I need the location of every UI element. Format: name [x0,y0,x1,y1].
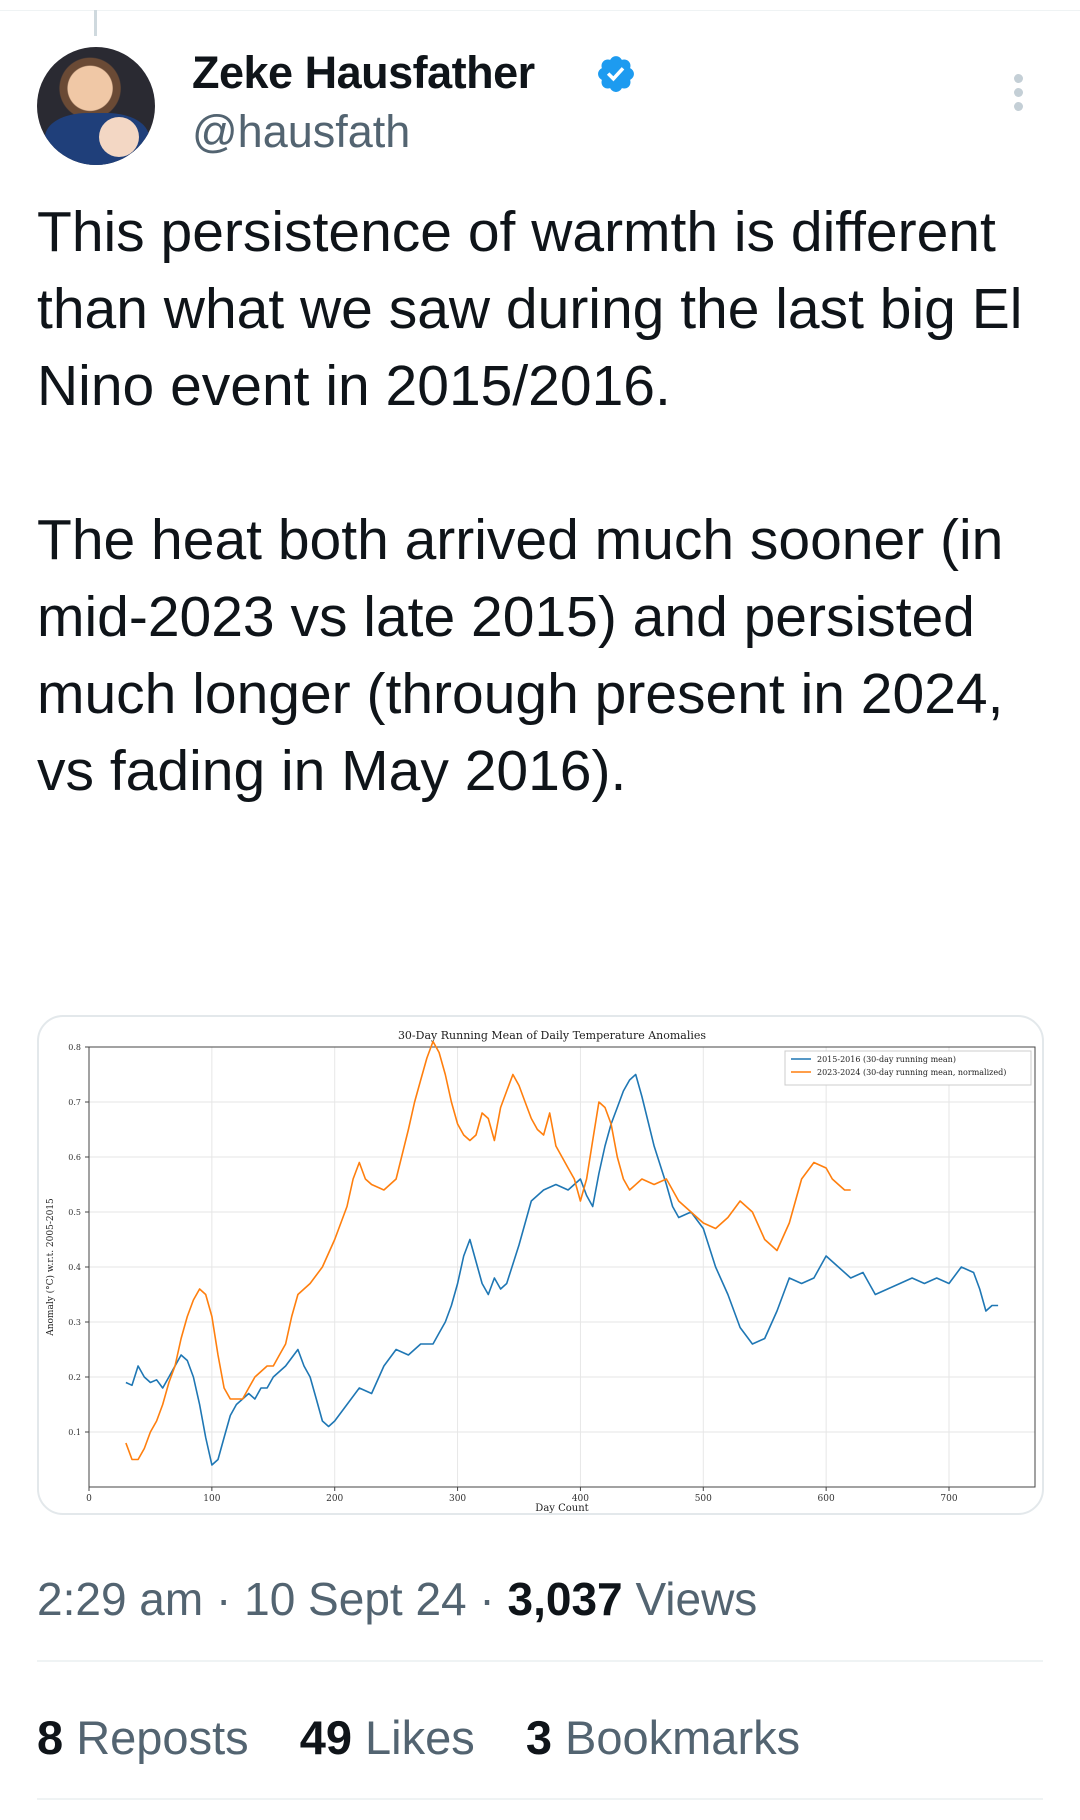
y-tick-label: 0.7 [68,1098,81,1107]
verified-badge-icon[interactable] [595,53,637,95]
chart-title: 30-Day Running Mean of Daily Temperature… [398,1029,706,1042]
likes-count: 49 [299,1711,352,1764]
tweet-paragraph: The heat both arrived much sooner (in mi… [37,508,1004,803]
bookmarks-stat[interactable]: 3 Bookmarks [526,1711,800,1764]
legend-box [784,1050,1032,1086]
legend-label: 2023-2024 (30-day running mean, normaliz… [817,1068,1006,1077]
temperature-anomaly-chart: 0 100 200 300 400 500 600 700 0.1 0.2 0.3 0.4 0.5 0.6… [45,1029,1036,1513]
x-tick-label: 600 [818,1494,835,1504]
views-count: 3,037 [507,1573,623,1625]
x-tick-label: 100 [203,1494,220,1504]
tweet-paragraph: This persistence of warmth is different … [37,200,1023,418]
tweet-time[interactable]: 2:29 am [37,1573,204,1625]
x-tick-label: 200 [326,1494,343,1504]
x-tick-label: 400 [572,1494,589,1504]
avatar-baby [99,117,139,157]
top-divider [0,10,1080,11]
author-name[interactable]: Zeke Hausfather [192,47,535,98]
likes-stat[interactable]: 49 Likes [300,1711,475,1764]
x-tick-label: 0 [86,1494,92,1504]
more-options-icon[interactable] [1012,74,1024,114]
legend-label: 2015-2016 (30-day running mean) [817,1055,956,1064]
stats-divider-top [37,1660,1043,1662]
avatar[interactable] [37,47,155,165]
meta-separator: · [216,1573,232,1625]
y-axis-label: Anomaly (°C) w.r.t. 2005-2015 [45,1198,56,1337]
y-tick-label: 0.2 [68,1373,81,1382]
y-tick-label: 0.6 [68,1153,81,1162]
x-tick-label: 500 [695,1494,712,1504]
y-tick-label: 0.3 [68,1318,81,1327]
chart-image[interactable]: 0 100 200 300 400 500 600 700 0.1 0.2 0.3 0.4 0.5 0.6… [37,1015,1044,1515]
tweet-date[interactable]: 10 Sept 24 [244,1573,467,1625]
y-tick-label: 0.1 [68,1428,81,1437]
x-tick-label: 300 [449,1494,466,1504]
likes-label: Likes [365,1711,475,1764]
y-tick-label: 0.5 [68,1208,81,1217]
engagement-stats: 8 Reposts 49 Likes 3 Bookmarks [37,1710,838,1765]
tweet-meta: 2:29 am · 10 Sept 24 · 3,037 Views [37,1572,757,1626]
x-axis-label: Day Count [535,1503,588,1513]
stats-divider-bottom [37,1798,1043,1800]
views-label: Views [635,1573,758,1625]
y-tick-label: 0.4 [68,1263,81,1272]
bookmarks-count: 3 [525,1711,552,1764]
author-handle[interactable]: @hausfath [192,106,411,157]
tweet-text: This persistence of warmth is different … [37,194,1047,810]
x-tick-label: 700 [940,1494,957,1504]
bookmarks-label: Bookmarks [565,1711,801,1764]
thread-connector [94,10,97,36]
reposts-count: 8 [37,1711,64,1764]
y-tick-label: 0.8 [68,1043,81,1052]
series-line [125,1073,999,1466]
reposts-label: Reposts [76,1711,249,1764]
meta-separator: · [479,1573,495,1625]
series-line [125,1040,851,1461]
reposts-stat[interactable]: 8 Reposts [37,1711,249,1764]
